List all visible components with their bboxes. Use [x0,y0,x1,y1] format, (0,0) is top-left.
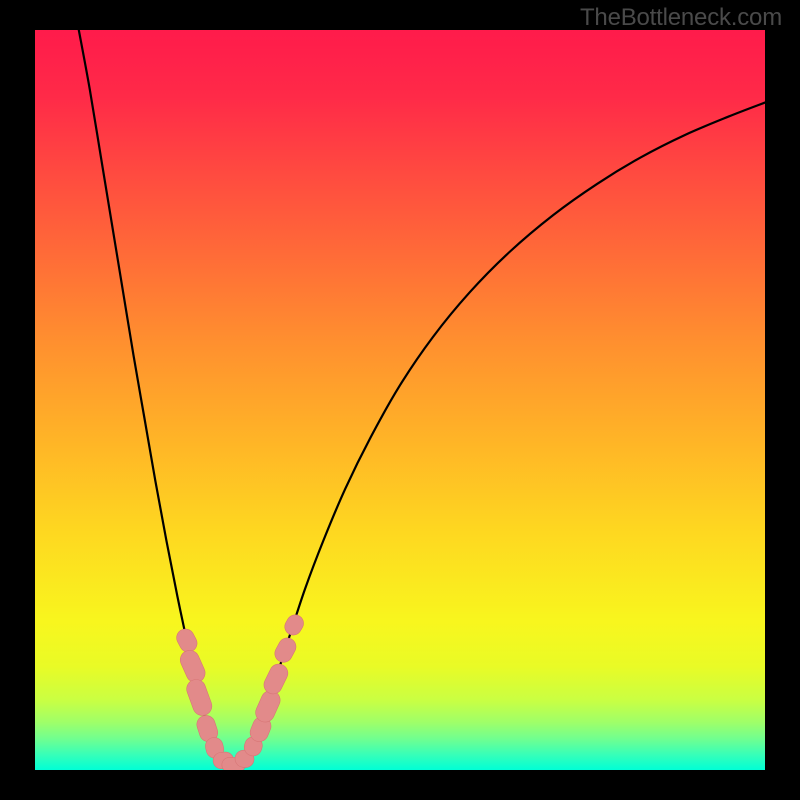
chart-background [35,30,765,770]
bottleneck-chart [35,30,765,770]
watermark-text: TheBottleneck.com [580,4,782,32]
